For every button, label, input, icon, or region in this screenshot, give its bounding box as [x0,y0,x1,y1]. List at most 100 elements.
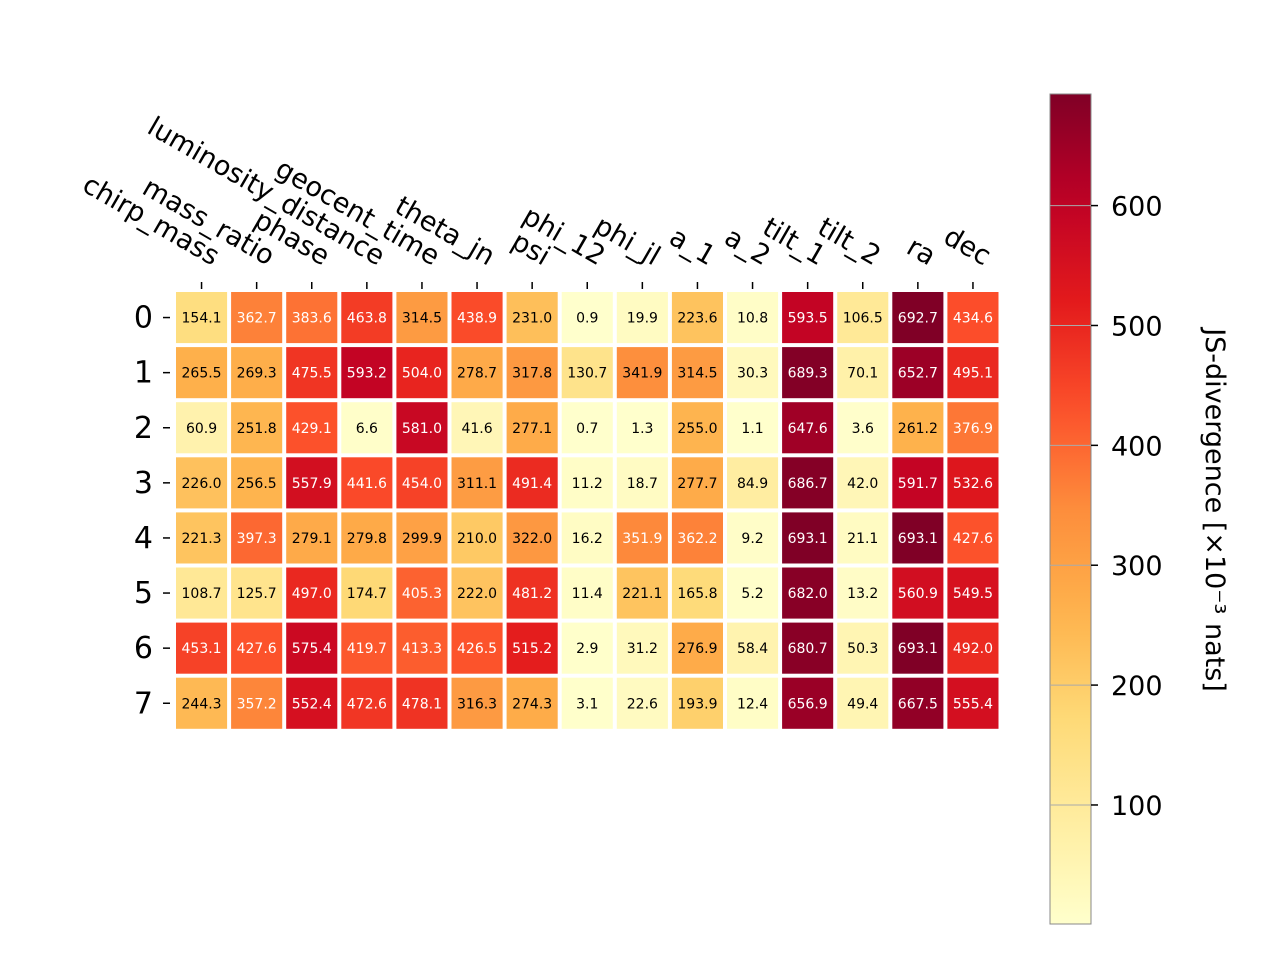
heatmap-cell [451,622,503,674]
heatmap-cell [286,457,338,509]
heatmap-cell [727,457,779,509]
heatmap-cell [286,347,338,399]
cell-value-label: 682.0 [788,586,828,602]
heatmap-cell [782,622,834,674]
cell-value-label: 19.9 [627,311,658,327]
row-label: 4 [134,521,153,556]
cell-value-label: 581.0 [402,421,442,437]
cell-value-label: 278.7 [457,366,497,382]
cell-value-label: 279.8 [347,531,387,547]
heatmap-cell [506,347,558,399]
heatmap-cell [286,512,338,564]
heatmap-cell [616,622,668,674]
cell-value-label: 362.7 [237,311,277,327]
cell-value-label: 593.5 [788,311,828,327]
cell-value-label: 314.5 [677,366,717,382]
cell-value-label: 9.2 [741,531,763,547]
cell-value-label: 5.2 [741,586,763,602]
cell-value-label: 481.2 [512,586,552,602]
column-label: tilt_2 [812,212,885,272]
cell-value-label: 2.9 [576,641,598,657]
heatmap-cell [947,567,999,619]
heatmap-cell [176,512,228,564]
cell-value-label: 362.2 [677,531,717,547]
heatmap-cell [231,402,283,454]
heatmap-cell [727,677,779,729]
cell-value-label: 108.7 [182,586,222,602]
cell-value-label: 686.7 [788,476,828,492]
column-labels: chirp_massmass_ratiophaseluminosity_dist… [77,111,996,289]
cell-value-label: 193.9 [677,696,717,712]
heatmap-cell [947,347,999,399]
heatmap-cell [616,347,668,399]
cell-value-label: 277.7 [677,476,717,492]
cell-value-label: 434.6 [953,311,993,327]
heatmap-cell [341,567,393,619]
cell-value-label: 0.7 [576,421,598,437]
heatmap-cell [671,292,723,344]
heatmap-cell [231,292,283,344]
cell-value-label: 10.8 [737,311,768,327]
heatmap-cell [616,567,668,619]
colorbar: 100 200 300 400 500 600 JS-divergence [×10⁻³ … [1049,93,1230,925]
cell-value-label: 492.0 [953,641,993,657]
cell-value-label: 438.9 [457,311,497,327]
cell-value-label: 154.1 [182,311,222,327]
heatmap-cell [837,622,889,674]
heatmap-cell [837,347,889,399]
row-label: 0 [134,301,153,336]
colorbar-gradient [1049,93,1092,925]
cell-value-label: 426.5 [457,641,497,657]
cell-value-label: 0.9 [576,311,598,327]
row-label: 5 [134,576,153,611]
heatmap-cell [837,567,889,619]
heatmap-cell [782,402,834,454]
heatmap-cell [506,622,558,674]
cell-value-label: 50.3 [847,641,878,657]
colorbar-tick-label: 100 [1111,791,1163,822]
cell-value-label: 49.4 [847,696,878,712]
cell-value-label: 42.0 [847,476,878,492]
heatmap-cell [671,512,723,564]
heatmap-cell [506,457,558,509]
cell-value-label: 18.7 [627,476,658,492]
heatmap-cell [176,402,228,454]
heatmap-cell [837,402,889,454]
row-label: 7 [134,686,153,721]
heatmap-cell [947,292,999,344]
cell-value-label: 591.7 [898,476,938,492]
colorbar-ticks: 100 200 300 400 500 600 [1050,192,1163,822]
heatmap-cell [451,402,503,454]
cell-value-label: 255.0 [677,421,717,437]
cell-value-label: 429.1 [292,421,332,437]
heatmap-cell [892,622,944,674]
cell-value-label: 256.5 [237,476,277,492]
cell-value-label: 84.9 [737,476,768,492]
cell-value-label: 274.3 [512,696,552,712]
cell-value-label: 453.1 [182,641,222,657]
cell-value-label: 106.5 [843,311,883,327]
heatmap-cell [396,457,448,509]
heatmap-cell [727,402,779,454]
heatmap-cell [176,567,228,619]
heatmap-cell [396,567,448,619]
column-label: dec [938,221,996,272]
heatmap-cell [727,512,779,564]
cell-value-label: 692.7 [898,311,938,327]
cell-value-label: 12.4 [737,696,768,712]
cell-value-label: 383.6 [292,311,332,327]
heatmap-cell [782,677,834,729]
heatmap-cell [671,457,723,509]
cell-value-label: 405.3 [402,586,442,602]
cell-value-label: 165.8 [677,586,717,602]
heatmap-cell [451,677,503,729]
cell-value-label: 16.2 [572,531,603,547]
cell-value-label: 11.4 [572,586,603,602]
cell-value-label: 60.9 [186,421,217,437]
heatmap-cell [286,292,338,344]
cell-value-label: 174.7 [347,586,387,602]
cell-value-label: 680.7 [788,641,828,657]
heatmap-cell [561,512,613,564]
cell-value-label: 3.1 [576,696,598,712]
heatmap-cell [176,347,228,399]
